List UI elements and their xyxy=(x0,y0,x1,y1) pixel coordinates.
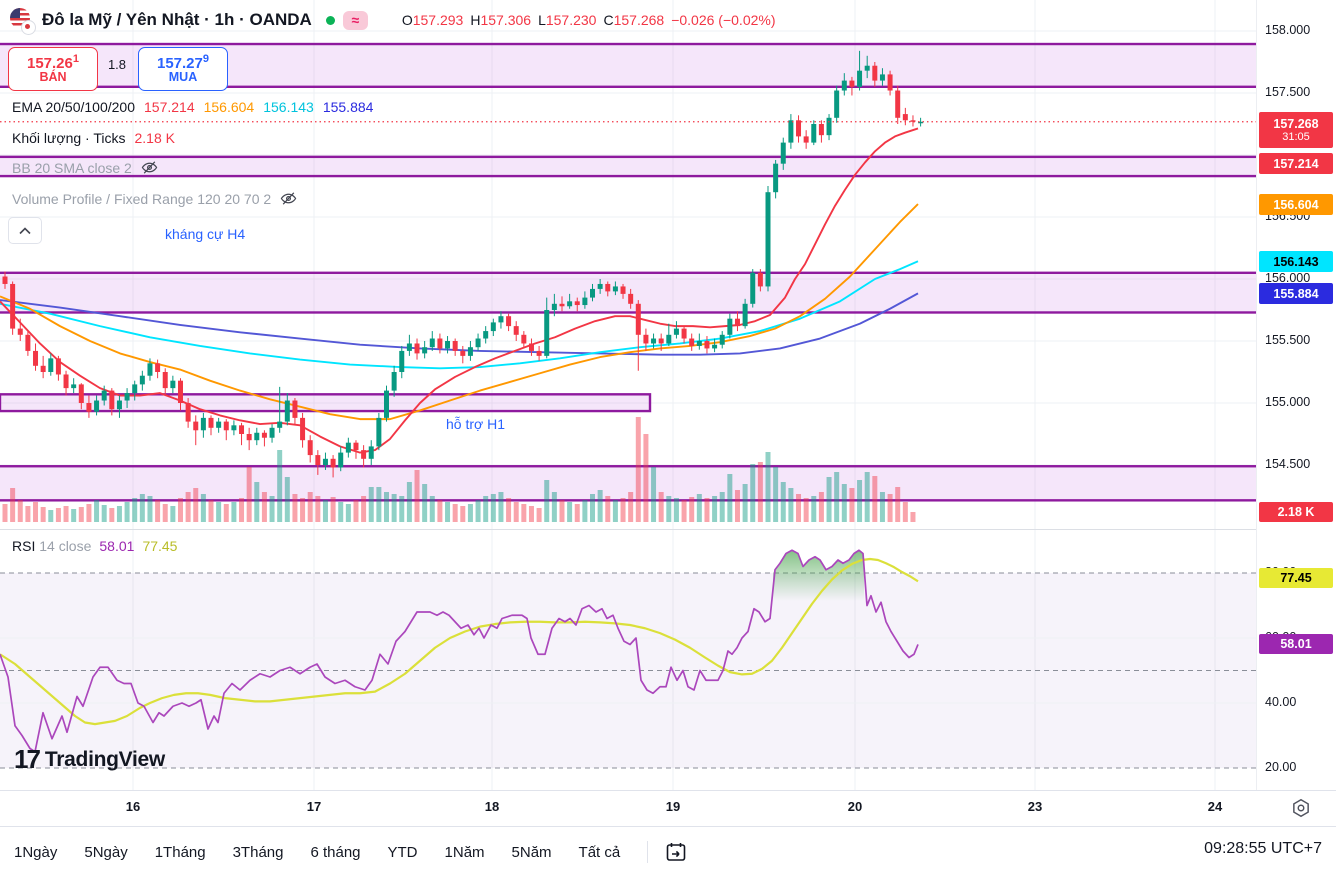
price-axis-badge: 157.214 xyxy=(1259,153,1333,174)
price-axis-label: 40.00 xyxy=(1265,695,1297,709)
price-zone xyxy=(0,155,1260,178)
clock[interactable]: 09:28:55 UTC+7 xyxy=(1204,840,1322,857)
rsi-ma-line xyxy=(0,557,919,726)
price-axis-badge: 157.268 31:05 xyxy=(1259,112,1333,148)
ema100-line xyxy=(0,260,919,370)
symbol-title[interactable]: Đô la Mỹ / Yên Nhật · 1h · OANDA xyxy=(42,10,312,29)
time-axis-label: 19 xyxy=(665,799,681,814)
legend-volume[interactable]: Khối lượng · Ticks 2.18 K xyxy=(12,130,175,146)
price-change: −0.026 (−0.02%) xyxy=(671,12,776,28)
go-to-date-icon[interactable] xyxy=(664,840,688,864)
price-axis-label: 155.000 xyxy=(1265,395,1311,409)
price-axis-label: 20.00 xyxy=(1265,760,1297,774)
price-zone xyxy=(0,465,1260,502)
range-6m[interactable]: 6 tháng xyxy=(310,843,361,861)
rsi-ma-value: 77.45 xyxy=(142,538,178,554)
buy-button[interactable]: 157.279 MUA xyxy=(138,47,228,91)
collapse-legend-button[interactable] xyxy=(8,217,42,244)
price-axis-badge: 156.604 xyxy=(1259,194,1333,215)
volume-bars xyxy=(2,417,916,522)
range-ytd[interactable]: YTD xyxy=(387,843,418,861)
approx-price-icon[interactable]: ≈ xyxy=(342,10,368,30)
price-axis-label: 155.500 xyxy=(1265,333,1311,347)
price-axis-badge: 2.18 K xyxy=(1259,502,1333,522)
price-axis-label: 154.500 xyxy=(1265,457,1311,471)
ema50-value: 156.604 xyxy=(203,99,255,115)
eye-off-icon[interactable] xyxy=(280,190,297,207)
eye-off-icon[interactable] xyxy=(141,159,158,176)
legend-volume-profile[interactable]: Volume Profile / Fixed Range 120 20 70 2 xyxy=(12,190,297,207)
rsi-line xyxy=(0,549,919,753)
pane-divider[interactable] xyxy=(0,529,1336,530)
spread-value: 1.8 xyxy=(107,57,127,72)
symbol-flag-icon xyxy=(10,8,36,35)
rsi-value: 58.01 xyxy=(99,538,135,554)
price-axis-badge: 156.143 xyxy=(1259,251,1333,272)
time-axis-label: 24 xyxy=(1207,799,1223,814)
range-1y[interactable]: 1Năm xyxy=(444,843,485,861)
toolbar-divider xyxy=(647,841,649,863)
time-axis-label: 23 xyxy=(1027,799,1043,814)
price-zone xyxy=(0,271,1260,314)
price-axis[interactable]: 158.000 157.500 156.500 156.000 155.500 155.0… xyxy=(1256,0,1336,790)
support-label: hỗ trợ H1 xyxy=(446,416,505,432)
range-5y[interactable]: 5Năm xyxy=(511,843,552,861)
price-axis-label: 156.000 xyxy=(1265,271,1311,285)
volume-value: 2.18 K xyxy=(134,130,175,146)
chart-canvas[interactable] xyxy=(0,0,1336,790)
ema100-value: 156.143 xyxy=(263,99,314,115)
range-toolbar: 1Ngày 5Ngày 1Tháng 3Tháng 6 tháng YTD 1N… xyxy=(0,826,1336,877)
legend-rsi[interactable]: RSI 14 close 58.01 77.45 xyxy=(12,538,178,554)
price-axis-label: 157.500 xyxy=(1265,85,1311,99)
legend-ema[interactable]: EMA 20/50/100/200 157.214 156.604 156.14… xyxy=(12,99,374,115)
ema200-value: 155.884 xyxy=(322,99,374,115)
time-axis-label: 17 xyxy=(306,799,322,814)
tradingview-logo: 17 TradingView xyxy=(14,744,165,774)
range-all[interactable]: Tất cả xyxy=(578,843,621,861)
chart-header: Đô la Mỹ / Yên Nhật · 1h · OANDA ≈ O157.… xyxy=(10,8,776,35)
legend-bb[interactable]: BB 20 SMA close 2 xyxy=(12,159,158,176)
time-axis-label: 18 xyxy=(484,799,500,814)
range-1m[interactable]: 1Tháng xyxy=(154,843,206,861)
price-axis-badge: 77.45 xyxy=(1259,568,1333,588)
candles xyxy=(2,50,924,478)
market-status-icon[interactable] xyxy=(325,15,335,25)
range-5d[interactable]: 5Ngày xyxy=(84,843,128,861)
price-axis-badge: 155.884 xyxy=(1259,283,1333,304)
range-3m[interactable]: 3Tháng xyxy=(232,843,284,861)
time-axis-label: 16 xyxy=(125,799,141,814)
chart-settings-icon[interactable] xyxy=(1290,797,1312,819)
price-axis-label: 158.000 xyxy=(1265,23,1311,37)
time-axis[interactable]: 16 17 18 19 20 23 24 xyxy=(0,790,1336,827)
resistance-label: kháng cự H4 xyxy=(165,226,246,242)
price-zone xyxy=(0,393,652,413)
rsi-band-fill xyxy=(0,573,1256,768)
range-1d[interactable]: 1Ngày xyxy=(14,843,58,861)
price-axis-badge: 58.01 xyxy=(1259,634,1333,654)
time-axis-label: 20 xyxy=(847,799,863,814)
ema20-value: 157.214 xyxy=(144,99,195,115)
ohlc-values: O157.293 H157.306 L157.230 C157.268 −0.0… xyxy=(401,12,776,28)
sell-button[interactable]: 157.261 BÁN xyxy=(8,47,98,91)
